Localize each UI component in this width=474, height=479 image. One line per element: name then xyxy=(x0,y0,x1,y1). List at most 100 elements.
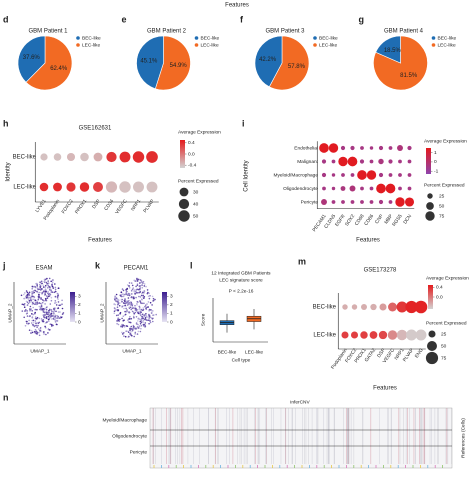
umap-cell xyxy=(142,317,144,319)
umap-cell xyxy=(114,298,116,301)
umap-cell xyxy=(134,331,137,334)
umap-cell xyxy=(36,333,39,335)
color-bar-tick-label: 1 xyxy=(434,150,437,156)
expression-dot xyxy=(407,159,412,164)
umap-cell xyxy=(51,281,54,284)
umap-cell xyxy=(50,312,52,315)
umap-cell xyxy=(127,294,129,296)
umap-cell xyxy=(28,299,31,302)
expression-dot xyxy=(378,158,384,165)
umap-cell xyxy=(145,319,148,321)
umap-cell xyxy=(38,317,41,320)
umap-cell xyxy=(53,310,55,313)
umap-cell xyxy=(47,287,49,289)
umap-cell xyxy=(46,313,48,315)
expression-dot xyxy=(361,304,367,310)
x-tick-label: DSP xyxy=(91,198,102,210)
umap-cell xyxy=(26,320,28,323)
expression-dot xyxy=(398,186,402,191)
x-tick-label: BEC-like xyxy=(218,349,237,355)
expression-dot xyxy=(388,146,393,150)
umap-cell xyxy=(137,312,140,315)
umap-cell xyxy=(138,306,141,309)
expression-dot xyxy=(414,300,428,314)
umap-cell xyxy=(36,290,38,293)
umap-cell xyxy=(131,306,134,308)
umap-cell xyxy=(54,286,57,289)
expression-dot xyxy=(133,181,144,193)
pie-title: GBM Patient 1 xyxy=(28,29,68,35)
x-tick-label: LEC-like xyxy=(245,349,263,355)
umap-cell xyxy=(143,283,146,285)
umap-cell xyxy=(116,320,118,322)
expression-dot xyxy=(385,183,396,194)
umap-cell xyxy=(23,306,26,309)
y-axis-title: UMAP_2 xyxy=(7,303,13,323)
x-tick-label: MBP xyxy=(383,213,394,225)
umap-cell xyxy=(130,304,132,306)
pie-slice xyxy=(25,35,73,91)
umap-cell xyxy=(61,299,63,302)
legend-label: BEC-like xyxy=(438,35,457,41)
umap-cell xyxy=(131,303,134,305)
umap-cell xyxy=(123,307,125,310)
umap-cell xyxy=(121,293,124,296)
umap-cell xyxy=(132,329,134,331)
umap-cell xyxy=(59,304,62,307)
umap-cell xyxy=(149,321,152,324)
umap-cell xyxy=(136,278,138,280)
umap-cell xyxy=(47,313,49,316)
umap-cell xyxy=(44,292,46,295)
expression-dot xyxy=(369,159,374,164)
expression-dot xyxy=(370,303,377,311)
x-tick-label: DCN xyxy=(402,213,413,225)
umap-cell xyxy=(124,300,126,303)
umap-cell xyxy=(26,297,28,299)
umap-cell xyxy=(47,328,50,330)
umap-cell xyxy=(36,308,38,311)
expression-dot xyxy=(342,304,348,310)
umap-cell xyxy=(30,332,32,334)
umap-cell xyxy=(134,311,137,314)
umap-cell xyxy=(29,305,32,308)
size-legend-dot xyxy=(179,187,189,197)
umap-cell xyxy=(122,302,125,304)
umap-cell xyxy=(127,321,130,323)
umap-cell xyxy=(62,312,65,314)
umap-cell xyxy=(26,322,28,325)
expression-dot xyxy=(146,181,158,193)
umap-cell xyxy=(41,308,43,311)
expression-dot xyxy=(322,186,326,191)
panel-title: ESAM xyxy=(35,266,52,272)
pie-value-label: 18.5% xyxy=(384,48,402,54)
expression-dot xyxy=(366,170,377,180)
expression-dot xyxy=(407,145,412,151)
y-tick-label: BEC-like xyxy=(13,155,37,161)
umap-cell xyxy=(52,315,54,317)
umap-cell xyxy=(152,300,154,302)
umap-cell xyxy=(129,306,132,309)
umap-cell xyxy=(55,301,57,304)
expression-dot xyxy=(119,181,131,193)
umap-cell xyxy=(26,310,28,312)
umap-cell xyxy=(117,302,120,304)
color-bar-tick-label: 0.0 xyxy=(188,151,195,157)
umap-cell xyxy=(114,295,116,298)
umap-cell xyxy=(54,288,57,291)
umap-cell xyxy=(144,322,147,324)
umap-cell xyxy=(138,325,141,328)
umap-cell xyxy=(45,290,48,293)
umap-cell xyxy=(20,294,23,297)
umap-cell xyxy=(139,330,142,333)
x-axis-title: Features xyxy=(356,238,380,244)
umap-cell xyxy=(115,309,117,312)
umap-cell xyxy=(134,280,137,282)
umap-cell xyxy=(30,322,33,324)
expression-dot xyxy=(404,197,415,207)
umap-cell xyxy=(31,285,34,288)
x-axis-title: Features xyxy=(373,386,397,392)
umap-cell xyxy=(41,282,43,285)
umap-cell xyxy=(128,302,131,304)
